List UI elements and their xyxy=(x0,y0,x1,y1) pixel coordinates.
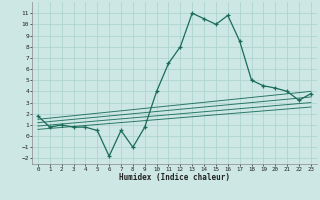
X-axis label: Humidex (Indice chaleur): Humidex (Indice chaleur) xyxy=(119,173,230,182)
